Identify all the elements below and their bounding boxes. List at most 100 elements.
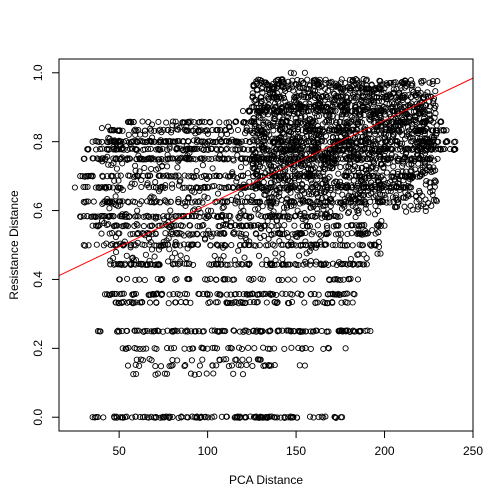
data-point [272, 257, 279, 264]
data-point [339, 414, 346, 421]
data-point [222, 213, 229, 220]
data-point [133, 155, 140, 163]
data-point [314, 299, 321, 306]
data-point [241, 327, 248, 334]
data-point [325, 300, 332, 307]
data-point [216, 152, 223, 159]
data-point [237, 209, 244, 217]
data-point [295, 261, 302, 268]
data-point [259, 276, 266, 283]
data-point [420, 94, 427, 101]
data-point [263, 413, 270, 421]
data-point [310, 119, 317, 126]
data-point [257, 275, 264, 282]
data-point [304, 223, 311, 230]
data-point [254, 181, 261, 188]
x-tick-label: 150 [286, 444, 306, 458]
data-point [297, 84, 304, 92]
data-point [367, 182, 374, 189]
data-point [381, 146, 388, 153]
data-point [250, 130, 257, 137]
data-point [266, 90, 274, 97]
data-point [166, 291, 173, 298]
data-point [359, 231, 366, 238]
data-point [351, 291, 358, 298]
data-point [275, 120, 282, 127]
data-point [116, 276, 123, 283]
data-point [331, 184, 339, 191]
data-point [264, 81, 271, 88]
data-point [343, 122, 350, 129]
data-point [307, 115, 314, 122]
data-point [247, 299, 254, 306]
data-point [366, 241, 374, 248]
data-point [213, 127, 220, 134]
data-point [113, 290, 120, 297]
data-point [270, 140, 277, 147]
data-point [433, 198, 440, 205]
data-point [210, 172, 217, 180]
data-point [363, 201, 370, 208]
data-point [285, 261, 292, 268]
data-point [338, 111, 346, 118]
data-point [203, 290, 211, 297]
data-point [187, 222, 194, 229]
data-point [383, 104, 390, 111]
data-point [348, 199, 355, 206]
data-point [348, 182, 355, 189]
data-point [400, 194, 407, 201]
x-tick-label: 250 [463, 444, 483, 458]
x-tick-label: 200 [375, 444, 395, 458]
data-point [284, 202, 291, 209]
data-point [391, 176, 399, 183]
data-point [405, 92, 412, 99]
data-point [201, 184, 208, 192]
data-point [256, 242, 263, 249]
data-point [297, 103, 304, 110]
data-point [376, 77, 383, 84]
data-point [199, 162, 206, 169]
data-point [237, 191, 244, 198]
data-point [381, 129, 388, 136]
data-point [280, 204, 288, 211]
data-point [333, 275, 340, 283]
data-point [153, 198, 160, 205]
data-point [242, 241, 249, 248]
data-point [452, 138, 459, 145]
data-point [255, 252, 263, 259]
data-point [249, 290, 256, 297]
data-point [123, 345, 130, 352]
data-point [230, 230, 237, 237]
data-point [343, 181, 351, 188]
data-point [401, 154, 408, 161]
data-point [285, 216, 292, 223]
y-axis: 0.0 0.2 0.4 0.6 0.8 1.0 [31, 64, 60, 426]
data-point [119, 211, 126, 218]
data-point [365, 188, 372, 195]
data-point [152, 213, 159, 220]
data-point [270, 86, 277, 93]
data-point [171, 250, 178, 257]
data-point [149, 222, 156, 229]
data-point [295, 128, 302, 135]
data-point [364, 327, 371, 334]
data-point [429, 187, 436, 194]
data-point [213, 145, 220, 152]
data-point [234, 152, 241, 159]
data-point [152, 363, 159, 370]
data-point [246, 138, 253, 145]
data-point [203, 175, 211, 182]
data-point [134, 139, 141, 146]
data-point [251, 222, 258, 229]
data-point [186, 119, 193, 126]
data-point [110, 144, 117, 151]
data-point [363, 261, 370, 268]
data-point [355, 112, 362, 119]
data-point [329, 103, 336, 110]
data-point [310, 328, 317, 335]
data-point [308, 244, 315, 251]
data-point [350, 82, 357, 89]
data-point [330, 179, 337, 187]
data-point [267, 203, 274, 210]
data-point [257, 328, 264, 335]
